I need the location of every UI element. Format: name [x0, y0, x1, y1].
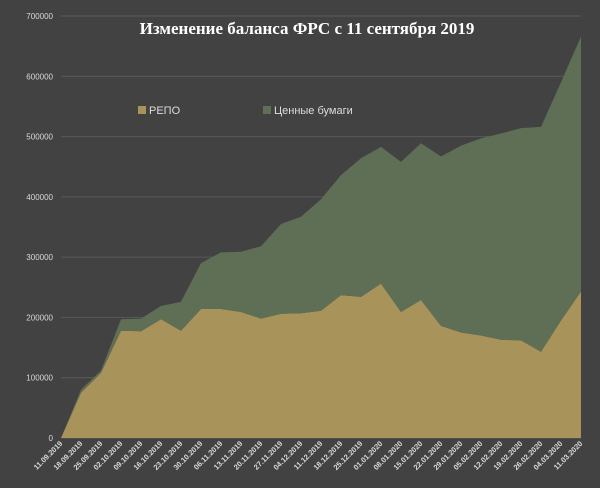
y-tick-label: 500000 [26, 133, 53, 142]
y-tick-label: 300000 [26, 253, 53, 262]
x-axis-tick-labels: 11.09.201918.09.201925.09.201902.10.2019… [32, 439, 585, 472]
legend: РЕПО Ценные бумаги [138, 105, 353, 117]
y-tick-label: 100000 [26, 374, 53, 383]
y-tick-label: 600000 [26, 72, 53, 81]
legend-label-repo: РЕПО [149, 105, 181, 117]
y-tick-label: 200000 [26, 313, 53, 322]
area-series [61, 36, 581, 438]
y-tick-label: 400000 [26, 193, 53, 202]
y-tick-label: 700000 [26, 12, 53, 21]
legend-swatch-repo [138, 106, 146, 114]
area-series-repo [61, 283, 581, 438]
area-series-securities [61, 36, 581, 438]
y-tick-label: 0 [49, 434, 54, 443]
y-axis-tick-labels: 0 100000 200000 300000 400000 500000 600000 700… [26, 12, 53, 443]
chart-title: Изменение баланса ФРС с 11 сентября 2019 [140, 19, 475, 38]
legend-swatch-securities [263, 106, 271, 114]
legend-label-securities: Ценные бумаги [274, 105, 353, 117]
